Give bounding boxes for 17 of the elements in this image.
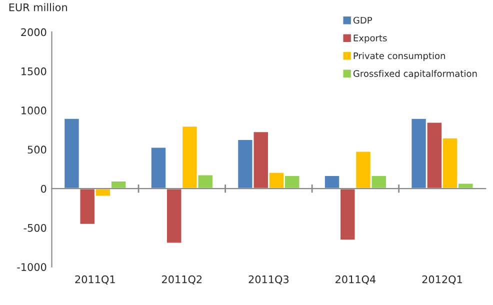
y-tick-label: 0 [40,184,46,193]
legend-label: Exports [354,34,387,44]
y-tick-label: 500 [28,146,46,154]
y-tick-label: -500 [24,224,46,232]
legend-label: Private consumption [354,52,445,61]
y-tick-label: 2000 [21,28,46,36]
legend-label: GDP [353,16,372,24]
y-tick-label: 1000 [22,106,46,114]
x-tick-label: 2011Q1 [75,275,115,284]
x-tick-label: 2011Q2 [162,275,202,284]
x-tick-label: 2012Q1 [422,275,462,284]
x-tick-label: 2011Q4 [336,275,376,284]
y-axis-title: EUR million [9,3,67,12]
legend-label: Grossfixed capitalformation [353,70,477,79]
x-tick-label: 2011Q3 [248,275,289,284]
y-tick-label: 1500 [22,67,46,76]
y-tick-label: -1000 [17,263,46,271]
